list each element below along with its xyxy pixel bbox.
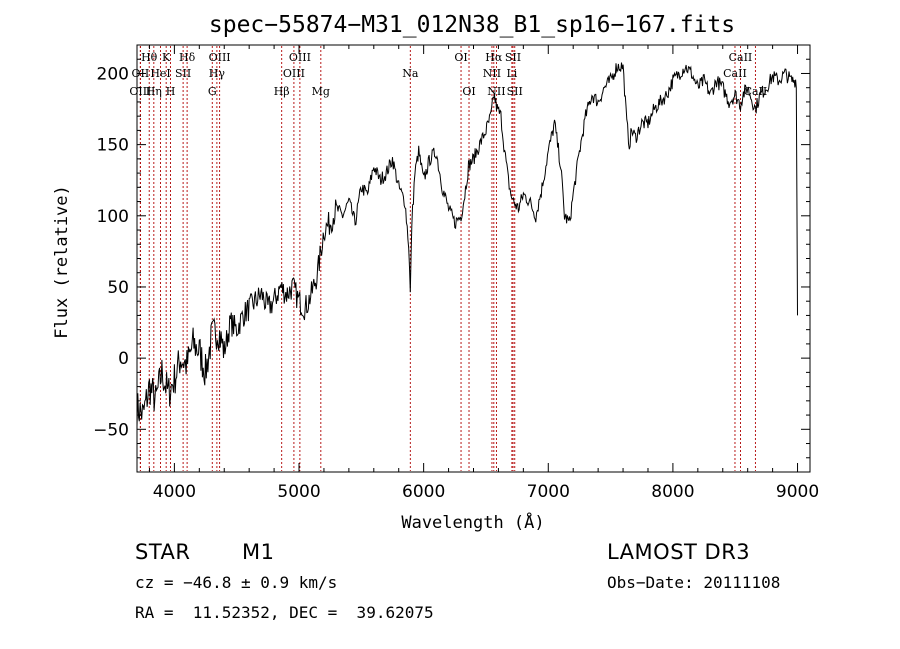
x-tick-label: 9000 <box>776 482 819 502</box>
x-axis: 4000 5000 6000 7000 8000 9000 <box>148 45 819 502</box>
coordinates: RA = 11.52352, DEC = 39.62075 <box>135 603 434 622</box>
line-label: Na <box>402 67 419 80</box>
line-label: Hδ <box>179 51 196 64</box>
flux-series <box>136 62 798 427</box>
line-label: SII <box>505 51 521 64</box>
line-label: Hβ <box>274 85 290 98</box>
line-label: G <box>208 85 217 98</box>
flux-line <box>136 62 798 427</box>
line-label: OI <box>462 85 475 98</box>
line-label: Mg <box>312 85 330 98</box>
survey-name: LAMOST DR3 <box>607 540 751 564</box>
object-subclass: M1 <box>242 540 275 564</box>
chart-title: spec−55874−M31_012N38_B1_sp16−167.fits <box>209 12 735 38</box>
line-label: H <box>166 85 176 98</box>
y-tick-label: −50 <box>93 420 129 440</box>
line-label: OIII <box>283 67 305 80</box>
x-tick-label: 7000 <box>527 482 570 502</box>
line-label: CaII <box>723 67 747 80</box>
x-axis-label: Wavelength (Å) <box>401 511 544 533</box>
line-label: OIII <box>289 51 311 64</box>
y-tick-label: 50 <box>107 278 129 298</box>
x-tick-label: 6000 <box>402 482 445 502</box>
line-label: NII <box>483 67 501 80</box>
redshift-value: cz = −46.8 ± 0.9 km/s <box>135 573 338 592</box>
y-tick-label: 200 <box>97 64 129 84</box>
spectral-line-markers <box>139 46 756 471</box>
y-axis-label: Flux (relative) <box>52 185 72 339</box>
line-label: SII <box>507 85 523 98</box>
y-axis: −50 0 50 100 150 200 <box>93 58 810 459</box>
line-label: Hα <box>485 51 503 64</box>
x-tick-label: 5000 <box>277 482 320 502</box>
observation-date: Obs−Date: 20111108 <box>607 573 781 592</box>
line-label: OI <box>454 51 467 64</box>
x-tick-label: 4000 <box>153 482 196 502</box>
y-tick-label: 100 <box>97 207 129 227</box>
line-label: Hη <box>146 85 162 98</box>
y-tick-label: 0 <box>118 349 129 369</box>
line-label: Hθ <box>141 51 158 64</box>
line-label: OIII <box>129 85 151 98</box>
object-class: STAR <box>135 540 191 564</box>
line-label: NII <box>487 85 505 98</box>
x-tick-label: 8000 <box>651 482 694 502</box>
line-label: CaII <box>729 51 753 64</box>
line-label: K <box>162 51 171 64</box>
line-label: Hγ <box>209 67 226 80</box>
line-label: HeI <box>150 67 170 80</box>
line-label: SII <box>175 67 191 80</box>
y-tick-label: 150 <box>97 136 129 156</box>
line-label: OIII <box>209 51 231 64</box>
plot-frame <box>136 44 811 473</box>
line-label: Li <box>506 67 517 80</box>
